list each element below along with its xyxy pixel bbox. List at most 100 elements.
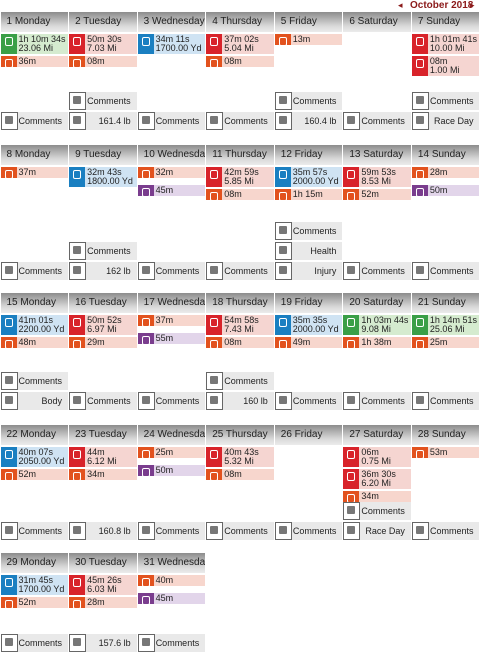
footer-item[interactable]: 161.4 lb [69,112,137,130]
activity[interactable]: 50m 30s 7.03 Mi [69,34,137,54]
activity[interactable]: 37m 02s 5.04 Mi [206,34,274,54]
activity[interactable]: 52m [0,469,69,481]
footer-item[interactable]: Comments [0,522,69,540]
footer-item[interactable]: 160.4 lb [274,112,343,130]
activity[interactable]: 08m [206,337,274,349]
footer-item[interactable]: Comments [69,242,137,260]
activity[interactable]: 08m [206,469,274,481]
footer-item[interactable]: Comments [274,222,343,240]
footer-item[interactable]: Race Day [411,112,480,130]
activity[interactable]: 34m 11s 1700.00 Yd [137,34,206,54]
footer-item[interactable]: Comments [411,262,480,280]
activity[interactable]: 50m [137,465,206,477]
footer-item[interactable]: Comments [206,112,274,130]
footer-item[interactable]: Injury [274,262,343,280]
footer-item[interactable]: Comments [0,634,69,652]
footer-item[interactable]: 160 lb [206,392,274,410]
footer-item[interactable]: Comments [137,112,206,130]
footer-item[interactable]: Body [0,392,69,410]
footer-item[interactable]: Comments [69,392,137,410]
activity[interactable]: 08m 1.00 Mi [411,56,480,76]
activity[interactable]: 1h 38m [343,337,411,349]
footer-item[interactable]: Comments [411,392,480,410]
footer-item[interactable]: Comments [274,522,343,540]
footer-item[interactable]: Comments [274,392,343,410]
footer-item[interactable]: Comments [274,92,343,110]
day-header: 25 Thursday [206,425,274,445]
activity[interactable]: 25m [137,447,206,459]
activity[interactable]: 59m 53s 8.53 Mi [343,167,411,187]
activity[interactable]: 50m [411,185,480,197]
footer-item[interactable]: Comments [206,372,274,390]
activity[interactable]: 35m 35s 2000.00 Yd [274,315,343,335]
activity[interactable]: 28m [69,597,137,609]
footer-item[interactable]: Comments [343,262,411,280]
footer-item[interactable]: 162 lb [69,262,137,280]
activity[interactable]: 42m 59s 5.85 Mi [206,167,274,187]
activity[interactable]: 32m 43s 1800.00 Yd [69,167,137,187]
activity[interactable]: 54m 58s 7.43 Mi [206,315,274,335]
activity[interactable]: 37m [0,167,69,179]
activity[interactable]: 25m [411,337,480,349]
activity[interactable]: 41m 01s 2200.00 Yd [0,315,69,335]
footer-item[interactable]: Comments [343,392,411,410]
activity[interactable]: 55m [137,333,206,345]
activity[interactable]: 35m 57s 2000.00 Yd [274,167,343,187]
activity[interactable]: 1h 10m 34s 23.06 Mi [0,34,69,54]
activity[interactable]: 34m [343,491,411,503]
activity[interactable]: 53m [411,447,480,459]
activity[interactable]: 45m 26s 6.03 Mi [69,575,137,595]
footer-item[interactable]: Comments [0,262,69,280]
activity[interactable]: 13m [274,34,343,46]
footer-item[interactable]: 157.6 lb [69,634,137,652]
activity[interactable]: 45m [137,185,206,197]
activity[interactable]: 1h 15m [274,189,343,201]
footer-item[interactable]: Comments [137,634,206,652]
activity[interactable]: 40m 07s 2050.00 Yd [0,447,69,467]
footer-item[interactable]: Comments [0,372,69,390]
activity[interactable]: 32m [137,167,206,179]
activity[interactable]: 29m [69,337,137,349]
activity[interactable]: 49m [274,337,343,349]
next-month[interactable]: ▸ [470,0,475,10]
activity[interactable]: 36m 30s 6.20 Mi [343,469,411,489]
activity[interactable]: 31m 45s 1700.00 Yd [0,575,69,595]
day-header: 19 Friday [274,293,343,313]
activity-text: 50m [428,185,480,196]
footer-item[interactable]: Race Day [343,522,411,540]
activity[interactable]: 45m [137,593,206,605]
footer-item[interactable]: Comments [137,392,206,410]
activity[interactable]: 06m 0.75 Mi [343,447,411,467]
footer-item[interactable]: Comments [343,502,411,520]
footer-item[interactable]: Comments [343,112,411,130]
footer-item[interactable]: Comments [137,262,206,280]
footer-item[interactable]: 160.8 lb [69,522,137,540]
activity[interactable]: 36m [0,56,69,68]
activity[interactable]: 48m [0,337,69,349]
activity[interactable]: 08m [69,56,137,68]
activity[interactable]: 34m [69,469,137,481]
footer-item[interactable]: Comments [0,112,69,130]
activity[interactable]: 52m [343,189,411,201]
activity[interactable]: 40m [137,575,206,587]
activity[interactable]: 50m 52s 6.97 Mi [69,315,137,335]
footer-item[interactable]: Comments [137,522,206,540]
activity[interactable]: 37m [137,315,206,327]
activity[interactable]: 08m [206,189,274,201]
activity[interactable]: 40m 43s 5.32 Mi [206,447,274,467]
prev-month[interactable]: ◂ [398,0,403,10]
footer-item[interactable]: Comments [411,522,480,540]
footer-item[interactable]: Comments [206,262,274,280]
activity[interactable]: 44m 6.12 Mi [69,447,137,467]
activity[interactable]: 08m [206,56,274,68]
activity[interactable]: 28m [411,167,480,179]
activity[interactable]: 1h 03m 44s 9.08 Mi [343,315,411,335]
footer-item[interactable]: Health [274,242,343,260]
footer-item[interactable]: Comments [206,522,274,540]
activity[interactable]: 1h 14m 51s 25.06 Mi [411,315,480,335]
footer-item[interactable]: Comments [411,92,480,110]
footer-item[interactable]: Comments [69,92,137,110]
activity[interactable]: 52m [0,597,69,609]
activity[interactable]: 1h 01m 41s 10.00 Mi [411,34,480,54]
